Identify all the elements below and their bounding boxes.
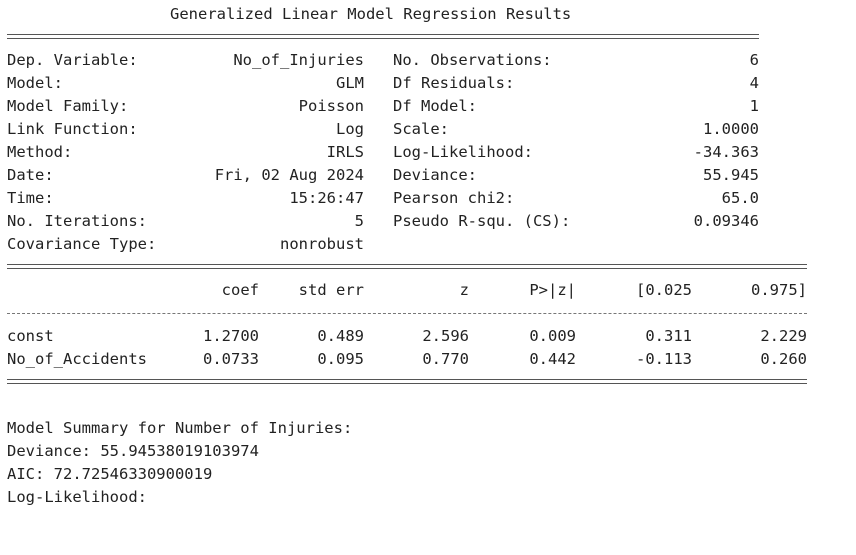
- info-right-label: Pearson chi2:: [393, 189, 515, 207]
- coef-header-row: coef std err z P>|z| [0.025 0.975]: [7, 279, 852, 302]
- param-p: 0.009: [529, 327, 576, 345]
- info-right-value: 4: [749, 74, 759, 92]
- info-row: Date: Fri, 02 Aug 2024 Deviance: 55.945: [7, 164, 852, 187]
- coef-header: [0.025: [636, 281, 692, 299]
- param-ci-high: 2.229: [760, 327, 807, 345]
- info-left-value: GLM: [336, 74, 364, 92]
- info-left-label: Link Function:: [7, 120, 138, 138]
- middle-double-rule: [7, 256, 852, 279]
- info-right-value: 1: [749, 97, 759, 115]
- info-right-value: 0.09346: [693, 212, 759, 230]
- info-left-value: Log: [336, 120, 364, 138]
- param-coef: 1.2700: [203, 327, 259, 345]
- coef-header: P>|z|: [529, 281, 576, 299]
- info-row: Covariance Type: nonrobust: [7, 233, 852, 256]
- info-left-label: Model Family:: [7, 97, 129, 115]
- param-z: 0.770: [422, 350, 469, 368]
- param-ci-low: -0.113: [636, 350, 692, 368]
- param-name: No_of_Accidents: [7, 350, 147, 368]
- summary-partial-line: Log-Likelihood:: [7, 488, 147, 506]
- bottom-double-rule: [7, 371, 852, 394]
- info-left-value: Poisson: [298, 97, 364, 115]
- info-right-label: No. Observations:: [393, 51, 552, 69]
- results-title-line: Generalized Linear Model Regression Resu…: [7, 3, 852, 26]
- info-row: Model Family: Poisson Df Model: 1: [7, 95, 852, 118]
- coef-header: std err: [298, 281, 364, 299]
- param-std-err: 0.489: [317, 327, 364, 345]
- info-left-value: 15:26:47: [289, 189, 364, 207]
- param-row: const 1.2700 0.489 2.596 0.009 0.311 2.2…: [7, 325, 852, 348]
- info-left-value: Fri, 02 Aug 2024: [214, 166, 364, 184]
- info-left-value: No_of_Injuries: [233, 51, 364, 69]
- param-p: 0.442: [529, 350, 576, 368]
- coef-header: coef: [221, 281, 259, 299]
- info-left-value: IRLS: [326, 143, 364, 161]
- console-output: Generalized Linear Model Regression Resu…: [7, 3, 852, 509]
- info-row: Dep. Variable: No_of_Injuries No. Observ…: [7, 49, 852, 72]
- info-right-label: Deviance:: [393, 166, 477, 184]
- param-name: const: [7, 327, 54, 345]
- info-right-value: 55.945: [703, 166, 759, 184]
- info-right-label: Df Residuals:: [393, 74, 515, 92]
- info-left-value: nonrobust: [280, 235, 364, 253]
- info-left-value: 5: [354, 212, 364, 230]
- info-right-value: 1.0000: [703, 120, 759, 138]
- info-right-label: Log-Likelihood:: [393, 143, 533, 161]
- info-left-label: No. Iterations:: [7, 212, 147, 230]
- summary-aic: AIC: 72.72546330900019: [7, 465, 213, 483]
- coef-header: z: [459, 281, 469, 299]
- info-right-label: Pseudo R-squ. (CS):: [393, 212, 571, 230]
- model-info-table: Dep. Variable: No_of_Injuries No. Observ…: [7, 49, 852, 256]
- param-ci-low: 0.311: [645, 327, 692, 345]
- info-right-label: Df Model:: [393, 97, 477, 115]
- info-right-label: Scale:: [393, 120, 449, 138]
- info-row: No. Iterations: 5 Pseudo R-squ. (CS): 0.…: [7, 210, 852, 233]
- info-row: Link Function: Log Scale: 1.0000: [7, 118, 852, 141]
- info-left-label: Model:: [7, 74, 63, 92]
- param-row: No_of_Accidents 0.0733 0.095 0.770 0.442…: [7, 348, 852, 371]
- info-left-label: Dep. Variable:: [7, 51, 138, 69]
- summary-deviance: Deviance: 55.94538019103974: [7, 442, 259, 460]
- dashed-rule: [7, 302, 852, 325]
- param-coef: 0.0733: [203, 350, 259, 368]
- info-right-value: 65.0: [721, 189, 759, 207]
- param-z: 2.596: [422, 327, 469, 345]
- info-left-label: Method:: [7, 143, 73, 161]
- blank-line: [7, 394, 852, 417]
- coef-header: 0.975]: [751, 281, 807, 299]
- top-double-rule: [7, 26, 852, 49]
- info-row: Time: 15:26:47 Pearson chi2: 65.0: [7, 187, 852, 210]
- results-title: Generalized Linear Model Regression Resu…: [170, 5, 572, 23]
- param-ci-high: 0.260: [760, 350, 807, 368]
- info-right-value: -34.363: [693, 143, 759, 161]
- info-left-label: Time:: [7, 189, 54, 207]
- info-row: Model: GLM Df Residuals: 4: [7, 72, 852, 95]
- info-right-value: 6: [749, 51, 759, 69]
- info-left-label: Covariance Type:: [7, 235, 157, 253]
- info-left-label: Date:: [7, 166, 54, 184]
- info-row: Method: IRLS Log-Likelihood: -34.363: [7, 141, 852, 164]
- summary-heading: Model Summary for Number of Injuries:: [7, 419, 353, 437]
- param-std-err: 0.095: [317, 350, 364, 368]
